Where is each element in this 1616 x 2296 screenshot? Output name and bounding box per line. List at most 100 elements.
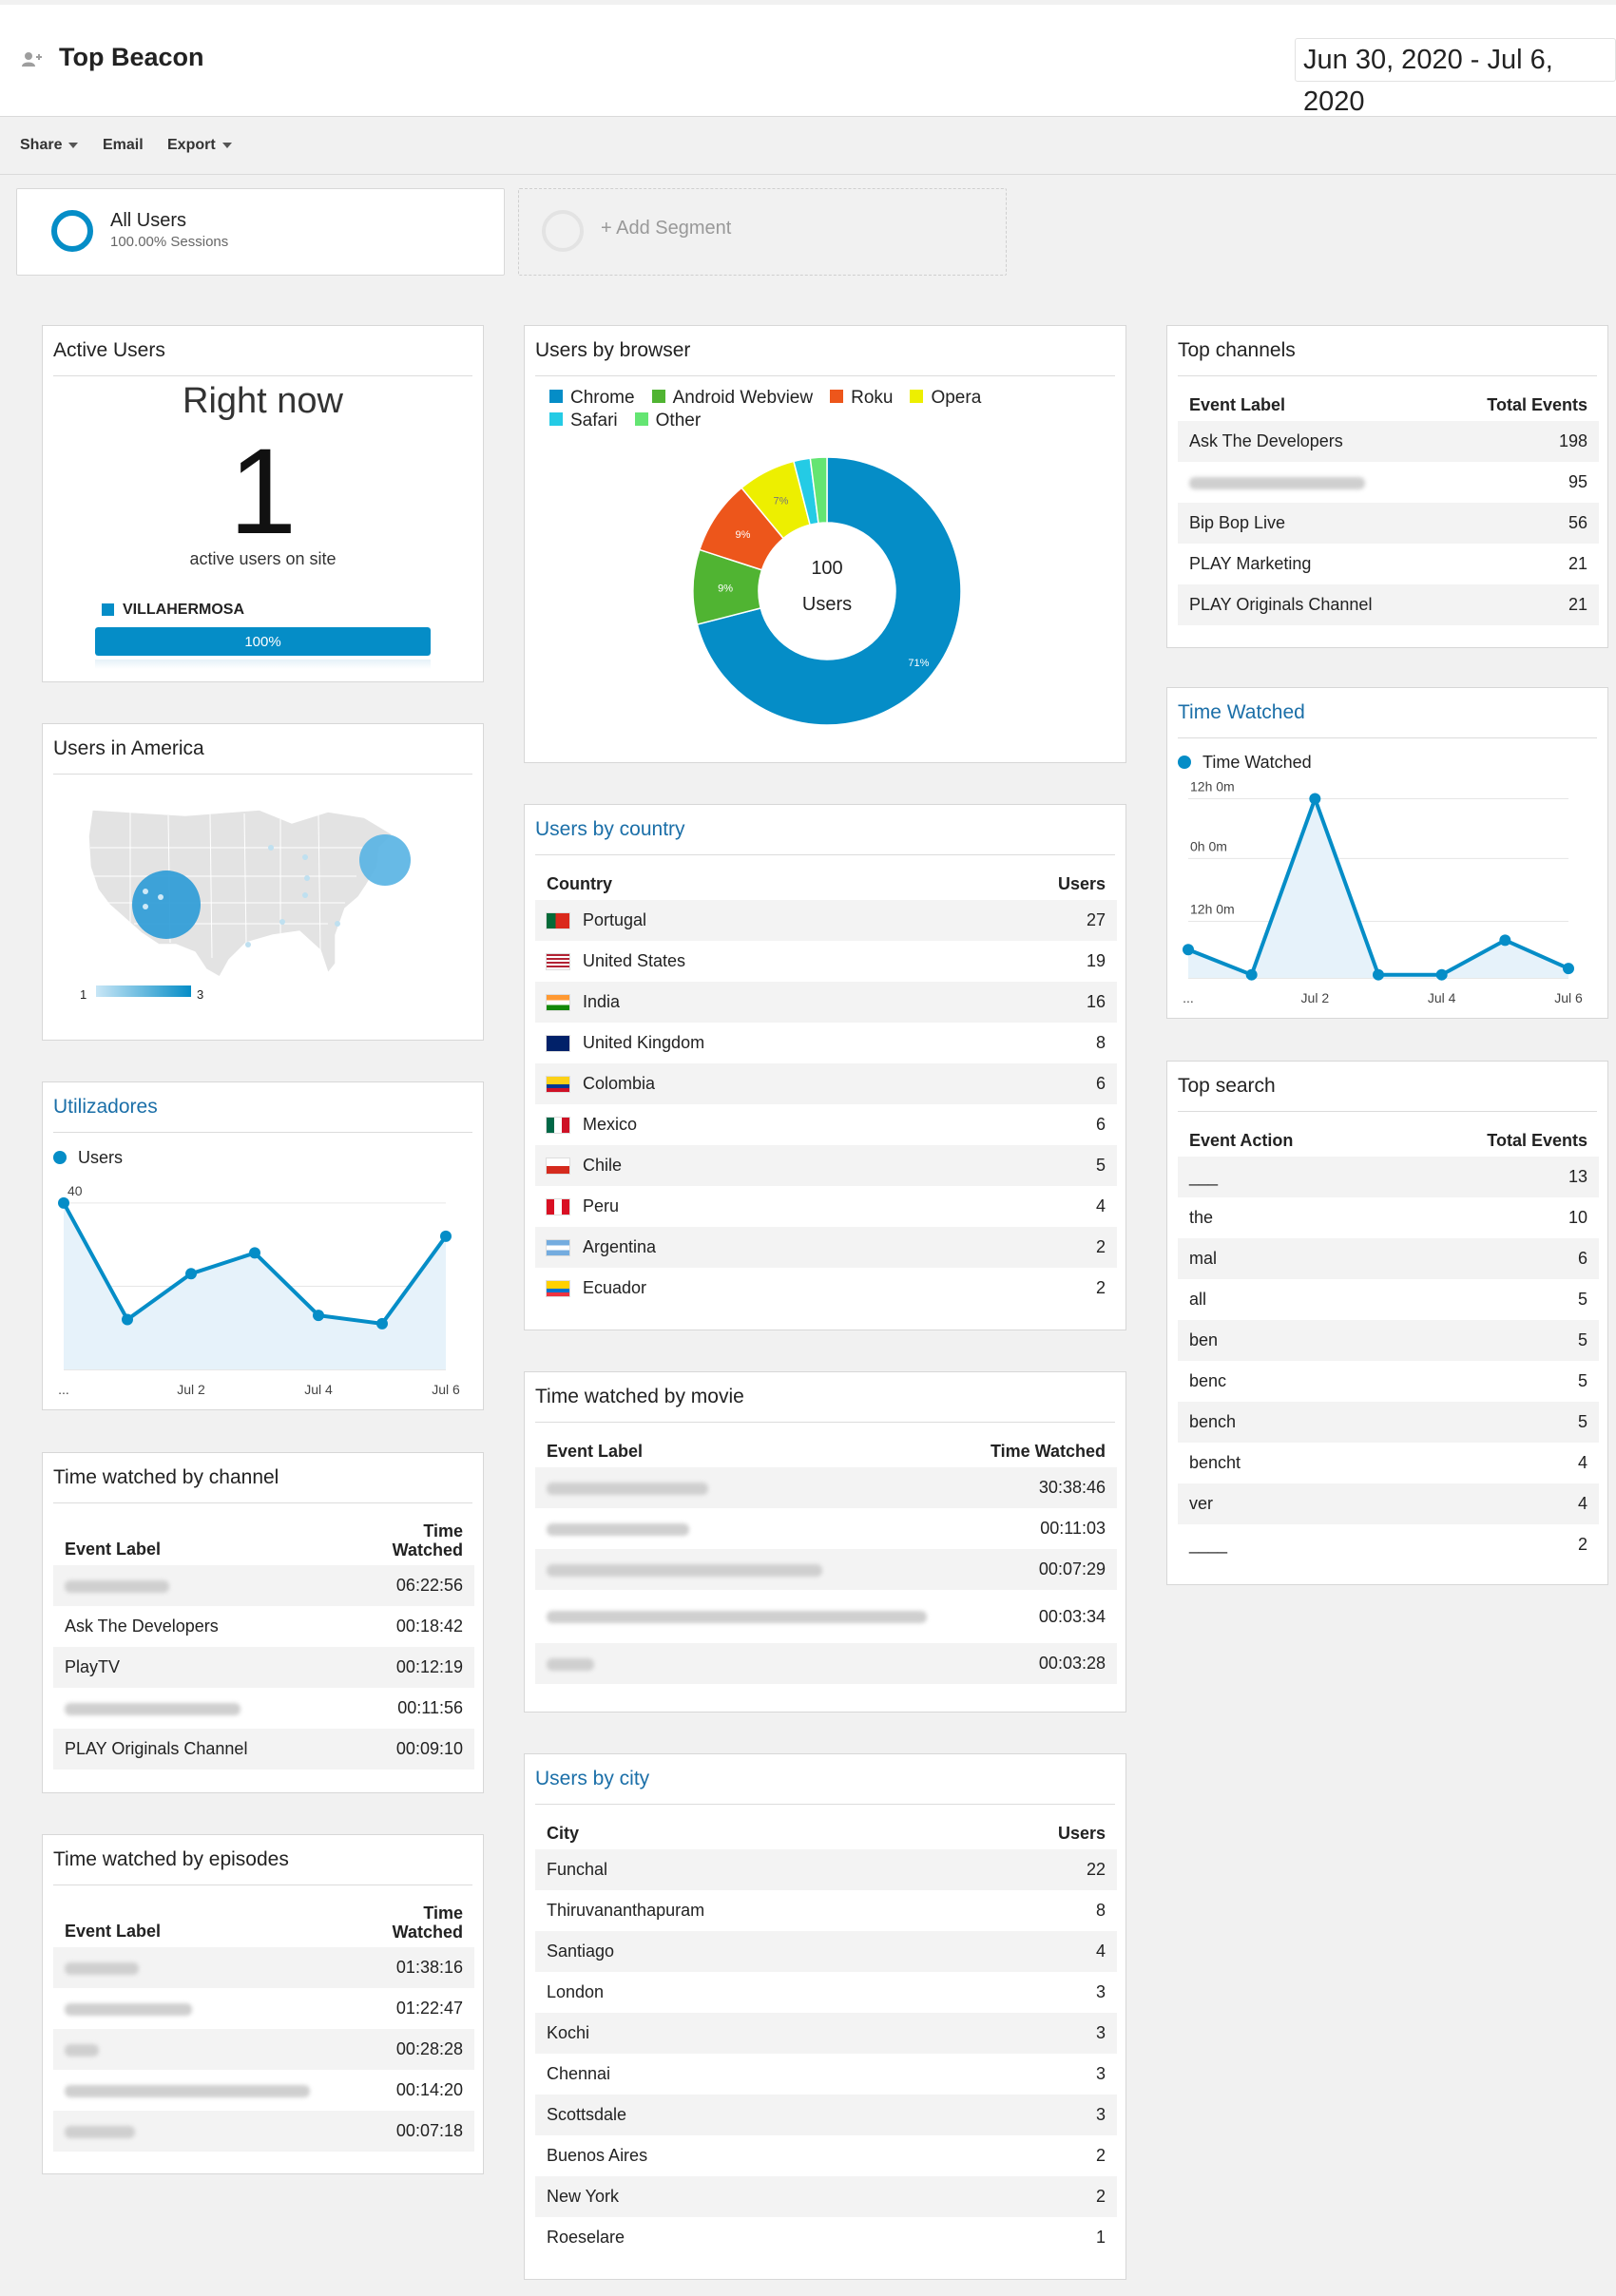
- table-row[interactable]: 00:28:28: [53, 2029, 474, 2070]
- table-row[interactable]: Chile 5: [535, 1145, 1117, 1186]
- widget-title-link[interactable]: Users by country: [535, 818, 685, 840]
- row-label-text: mal: [1189, 1249, 1218, 1268]
- add-user-icon[interactable]: [21, 50, 42, 67]
- table-row[interactable]: 00:03:34: [535, 1590, 1117, 1643]
- data-point[interactable]: [376, 1317, 388, 1330]
- table-row[interactable]: 06:22:56: [53, 1565, 474, 1606]
- users-by-city-widget: Users by city City Users Funchal 22 Thiruva…: [524, 1753, 1126, 2280]
- data-point[interactable]: [1183, 944, 1194, 956]
- table-row[interactable]: ver 4: [1178, 1483, 1599, 1524]
- location-bubble[interactable]: [359, 834, 411, 886]
- table-row[interactable]: 00:11:56: [53, 1688, 474, 1729]
- column-header: Total Events: [1487, 395, 1587, 414]
- table-row[interactable]: mal 6: [1178, 1238, 1599, 1279]
- row-label-text: Argentina: [583, 1237, 657, 1256]
- row-label-text: bench: [1189, 1412, 1237, 1431]
- table-row[interactable]: PlayTV 00:12:19: [53, 1647, 474, 1688]
- export-button[interactable]: Export: [167, 137, 232, 154]
- legend-item[interactable]: Safari: [549, 410, 618, 431]
- share-button[interactable]: Share: [20, 137, 79, 154]
- widget-title-link[interactable]: Utilizadores: [53, 1096, 158, 1118]
- table-row[interactable]: 00:03:28: [535, 1643, 1117, 1684]
- table-row[interactable]: Colombia 6: [535, 1063, 1117, 1104]
- table-row[interactable]: United States 19: [535, 941, 1117, 982]
- table-row[interactable]: bench 5: [1178, 1402, 1599, 1443]
- table-row[interactable]: PLAY Originals Channel 21: [1178, 584, 1599, 625]
- table-row[interactable]: bencht 4: [1178, 1443, 1599, 1483]
- table-row[interactable]: PLAY Originals Channel 00:09:10: [53, 1729, 474, 1770]
- widget-title-link[interactable]: Users by city: [535, 1768, 650, 1789]
- table-row[interactable]: 00:07:18: [53, 2111, 474, 2152]
- data-point[interactable]: [1245, 968, 1258, 981]
- data-point[interactable]: [1435, 968, 1448, 981]
- row-label: [53, 2070, 366, 2111]
- date-range-picker[interactable]: Jun 30, 2020 - Jul 6, 2020: [1295, 38, 1616, 117]
- table-row[interactable]: ben 5: [1178, 1320, 1599, 1361]
- data-point[interactable]: [1563, 963, 1574, 975]
- legend-item[interactable]: Chrome: [549, 387, 635, 409]
- table-row[interactable]: Ask The Developers 198: [1178, 421, 1599, 462]
- table-row[interactable]: Funchal 22: [535, 1849, 1117, 1890]
- table-row[interactable]: Bip Bop Live 56: [1178, 503, 1599, 544]
- widget-title-link[interactable]: Time Watched: [1178, 701, 1305, 723]
- location-bubble[interactable]: [132, 871, 201, 939]
- table-row[interactable]: Thiruvananthapuram 8: [535, 1890, 1117, 1931]
- table-row[interactable]: Portugal 27: [535, 900, 1117, 941]
- legend-dot-icon: [1178, 756, 1191, 769]
- table-row[interactable]: 30:38:46: [535, 1467, 1117, 1508]
- table-row[interactable]: India 16: [535, 982, 1117, 1023]
- table-row[interactable]: ___ 13: [1178, 1157, 1599, 1197]
- data-point[interactable]: [440, 1230, 452, 1242]
- table-row[interactable]: Santiago 4: [535, 1931, 1117, 1972]
- pie-slice[interactable]: [696, 456, 962, 726]
- table-row[interactable]: 01:22:47: [53, 1988, 474, 2029]
- data-point[interactable]: [1309, 793, 1321, 805]
- table-row[interactable]: Scottsdale 3: [535, 2095, 1117, 2135]
- usa-bubble-map[interactable]: [43, 791, 485, 1019]
- table-row[interactable]: New York 2: [535, 2176, 1117, 2217]
- table-row[interactable]: Chennai 3: [535, 2054, 1117, 2095]
- add-segment-button[interactable]: + Add Segment: [518, 188, 1007, 276]
- email-button[interactable]: Email: [103, 137, 144, 154]
- table-row[interactable]: ____ 2: [1178, 1524, 1599, 1565]
- table-row[interactable]: Argentina 2: [535, 1227, 1117, 1268]
- table-row[interactable]: the 10: [1178, 1197, 1599, 1238]
- browser-donut-chart[interactable]: 71% 9% 9% 7%: [525, 326, 1127, 764]
- table-body: 06:22:56 Ask The Developers 00:18:42 PlayTV…: [53, 1565, 474, 1770]
- table-row[interactable]: London 3: [535, 1972, 1117, 2013]
- table-row[interactable]: Ecuador 2: [535, 1268, 1117, 1309]
- data-point[interactable]: [1373, 968, 1384, 981]
- legend-item[interactable]: Roku: [830, 387, 893, 409]
- table-row[interactable]: Peru 4: [535, 1186, 1117, 1227]
- pie-slice[interactable]: [809, 456, 828, 525]
- table-row[interactable]: United Kingdom 8: [535, 1023, 1117, 1063]
- top-search-widget: Top search Event Action Total Events ___ 1…: [1166, 1061, 1608, 1585]
- legend-item[interactable]: Android Webview: [651, 387, 813, 409]
- legend-item[interactable]: Other: [634, 410, 701, 431]
- table-row[interactable]: Mexico 6: [535, 1104, 1117, 1145]
- table-row[interactable]: Ask The Developers 00:18:42: [53, 1606, 474, 1647]
- table-row[interactable]: benc 5: [1178, 1361, 1599, 1402]
- time-watched-line-chart[interactable]: 12h 0m 0h 0m 12h 0m... Jul 2 Jul 4 Jul 6: [1167, 688, 1609, 1020]
- table-row[interactable]: all 5: [1178, 1279, 1599, 1320]
- table-row[interactable]: 00:14:20: [53, 2070, 474, 2111]
- table-row[interactable]: Kochi 3: [535, 2013, 1117, 2054]
- table-row[interactable]: Roeselare 1: [535, 2217, 1117, 2258]
- data-point[interactable]: [58, 1196, 69, 1209]
- table-row[interactable]: Buenos Aires 2: [535, 2135, 1117, 2176]
- table-row[interactable]: 01:38:16: [53, 1947, 474, 1988]
- table-row[interactable]: 00:07:29: [535, 1549, 1117, 1590]
- widget-title: Users by browser: [535, 339, 691, 361]
- table-row[interactable]: 95: [1178, 462, 1599, 503]
- data-point[interactable]: [122, 1313, 133, 1326]
- data-point[interactable]: [185, 1268, 197, 1280]
- data-point[interactable]: [249, 1247, 260, 1259]
- table-row[interactable]: 00:11:03: [535, 1508, 1117, 1549]
- segment-all-users[interactable]: All Users 100.00% Sessions: [16, 188, 505, 276]
- data-point[interactable]: [1499, 934, 1511, 947]
- data-point[interactable]: [313, 1310, 324, 1322]
- legend-item[interactable]: Opera: [910, 387, 981, 409]
- table-row[interactable]: PLAY Marketing 21: [1178, 544, 1599, 584]
- row-label-text: Chile: [583, 1156, 623, 1175]
